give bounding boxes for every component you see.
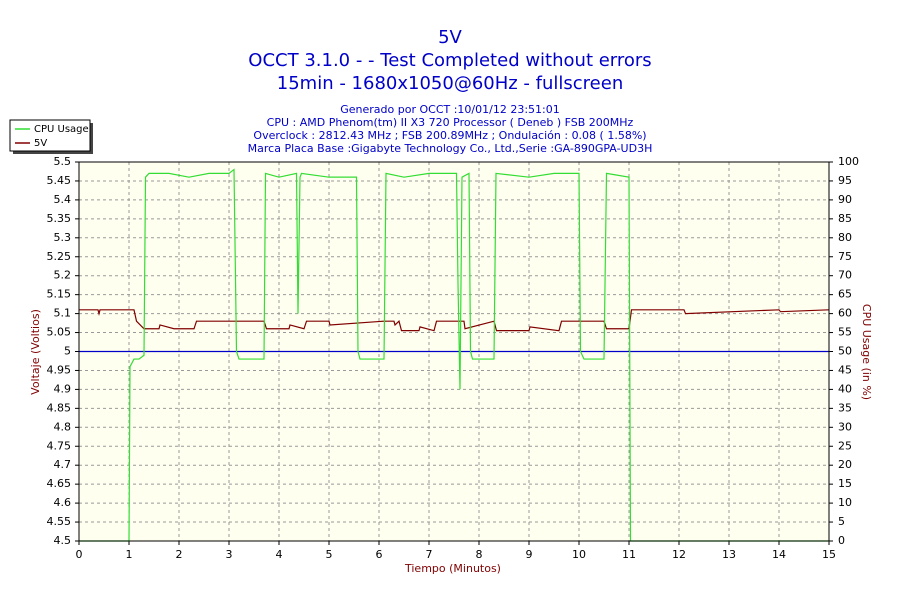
x-tick-label: 13	[722, 548, 736, 561]
info-line: Overclock : 2812.43 MHz ; FSB 200.89MHz …	[253, 129, 646, 142]
chart-title: 5V	[438, 27, 462, 48]
y-tick-label: 5.05	[47, 326, 72, 339]
y2-tick-label: 45	[838, 363, 852, 376]
x-axis-label: Tiempo (Minutos)	[404, 562, 501, 575]
info-line: Generado por OCCT :10/01/12 23:51:01	[340, 103, 559, 116]
y-tick-label: 4.6	[54, 496, 72, 509]
chart-subtitle: OCCT 3.1.0 - - Test Completed without er…	[248, 50, 651, 71]
y2-tick-label: 10	[838, 496, 852, 509]
info-line: CPU : AMD Phenom(tm) II X3 720 Processor…	[267, 116, 634, 129]
y-tick-label: 5.45	[47, 174, 72, 187]
y-tick-label: 5	[64, 345, 71, 358]
y2-tick-label: 15	[838, 477, 852, 490]
y-tick-label: 5.2	[54, 269, 72, 282]
y2-tick-label: 100	[838, 155, 859, 168]
x-tick-label: 7	[426, 548, 433, 561]
y2-tick-label: 70	[838, 269, 852, 282]
y-tick-label: 5.5	[54, 155, 72, 168]
y2-tick-label: 0	[838, 534, 845, 547]
x-tick-label: 11	[622, 548, 636, 561]
x-tick-label: 14	[772, 548, 786, 561]
y-tick-label: 4.5	[54, 534, 72, 547]
legend-box	[9, 119, 91, 152]
y2-tick-label: 90	[838, 193, 852, 206]
y2-tick-label: 60	[838, 307, 852, 320]
y-tick-label: 4.75	[47, 439, 72, 452]
x-tick-label: 2	[176, 548, 183, 561]
y-tick-label: 4.95	[47, 363, 72, 376]
x-tick-label: 12	[672, 548, 686, 561]
y2-tick-label: 30	[838, 420, 852, 433]
y2-tick-label: 85	[838, 212, 852, 225]
y2-tick-label: 40	[838, 382, 852, 395]
y-tick-label: 5.1	[54, 307, 72, 320]
series-line	[79, 168, 829, 542]
legend-label: CPU Usage	[34, 124, 89, 135]
info-line: Marca Placa Base :Gigabyte Technology Co…	[248, 142, 653, 155]
y-tick-label: 5.25	[47, 250, 72, 263]
y2-tick-label: 75	[838, 250, 852, 263]
y-tick-label: 4.65	[47, 477, 72, 490]
y2-tick-label: 35	[838, 401, 852, 414]
x-tick-label: 3	[226, 548, 233, 561]
y-tick-label: 4.55	[47, 515, 72, 528]
y-tick-label: 4.7	[54, 458, 72, 471]
x-tick-label: 10	[572, 548, 586, 561]
x-tick-label: 5	[326, 548, 333, 561]
x-tick-label: 0	[76, 548, 83, 561]
y2-tick-label: 20	[838, 458, 852, 471]
y2-tick-label: 5	[838, 515, 845, 528]
x-tick-label: 6	[376, 548, 383, 561]
y-tick-label: 5.15	[47, 288, 72, 301]
x-tick-label: 15	[822, 548, 836, 561]
x-tick-label: 9	[526, 548, 533, 561]
y-tick-label: 4.85	[47, 401, 72, 414]
x-tick-label: 4	[276, 548, 283, 561]
legend-label: 5V	[34, 138, 47, 149]
legend: CPU Usage 5V	[9, 119, 93, 154]
chart-subtitle: 15min - 1680x1050@60Hz - fullscreen	[277, 73, 623, 94]
y2-tick-label: 95	[838, 174, 852, 187]
y-tick-label: 5.4	[54, 193, 72, 206]
x-tick-label: 1	[126, 548, 133, 561]
y2-axis-label: CPU Usage (in %)	[860, 304, 873, 400]
y-axis-label: Voltaje (Voltios)	[29, 309, 42, 395]
y-tick-label: 4.9	[54, 382, 72, 395]
y2-tick-label: 25	[838, 439, 852, 452]
y2-tick-label: 55	[838, 326, 852, 339]
x-tick-label: 8	[476, 548, 483, 561]
y2-tick-label: 50	[838, 345, 852, 358]
y-tick-label: 4.8	[54, 420, 72, 433]
y-tick-label: 5.3	[54, 231, 72, 244]
y2-tick-label: 65	[838, 288, 852, 301]
y2-tick-label: 80	[838, 231, 852, 244]
plot-frame	[78, 161, 830, 542]
y-tick-label: 5.35	[47, 212, 72, 225]
